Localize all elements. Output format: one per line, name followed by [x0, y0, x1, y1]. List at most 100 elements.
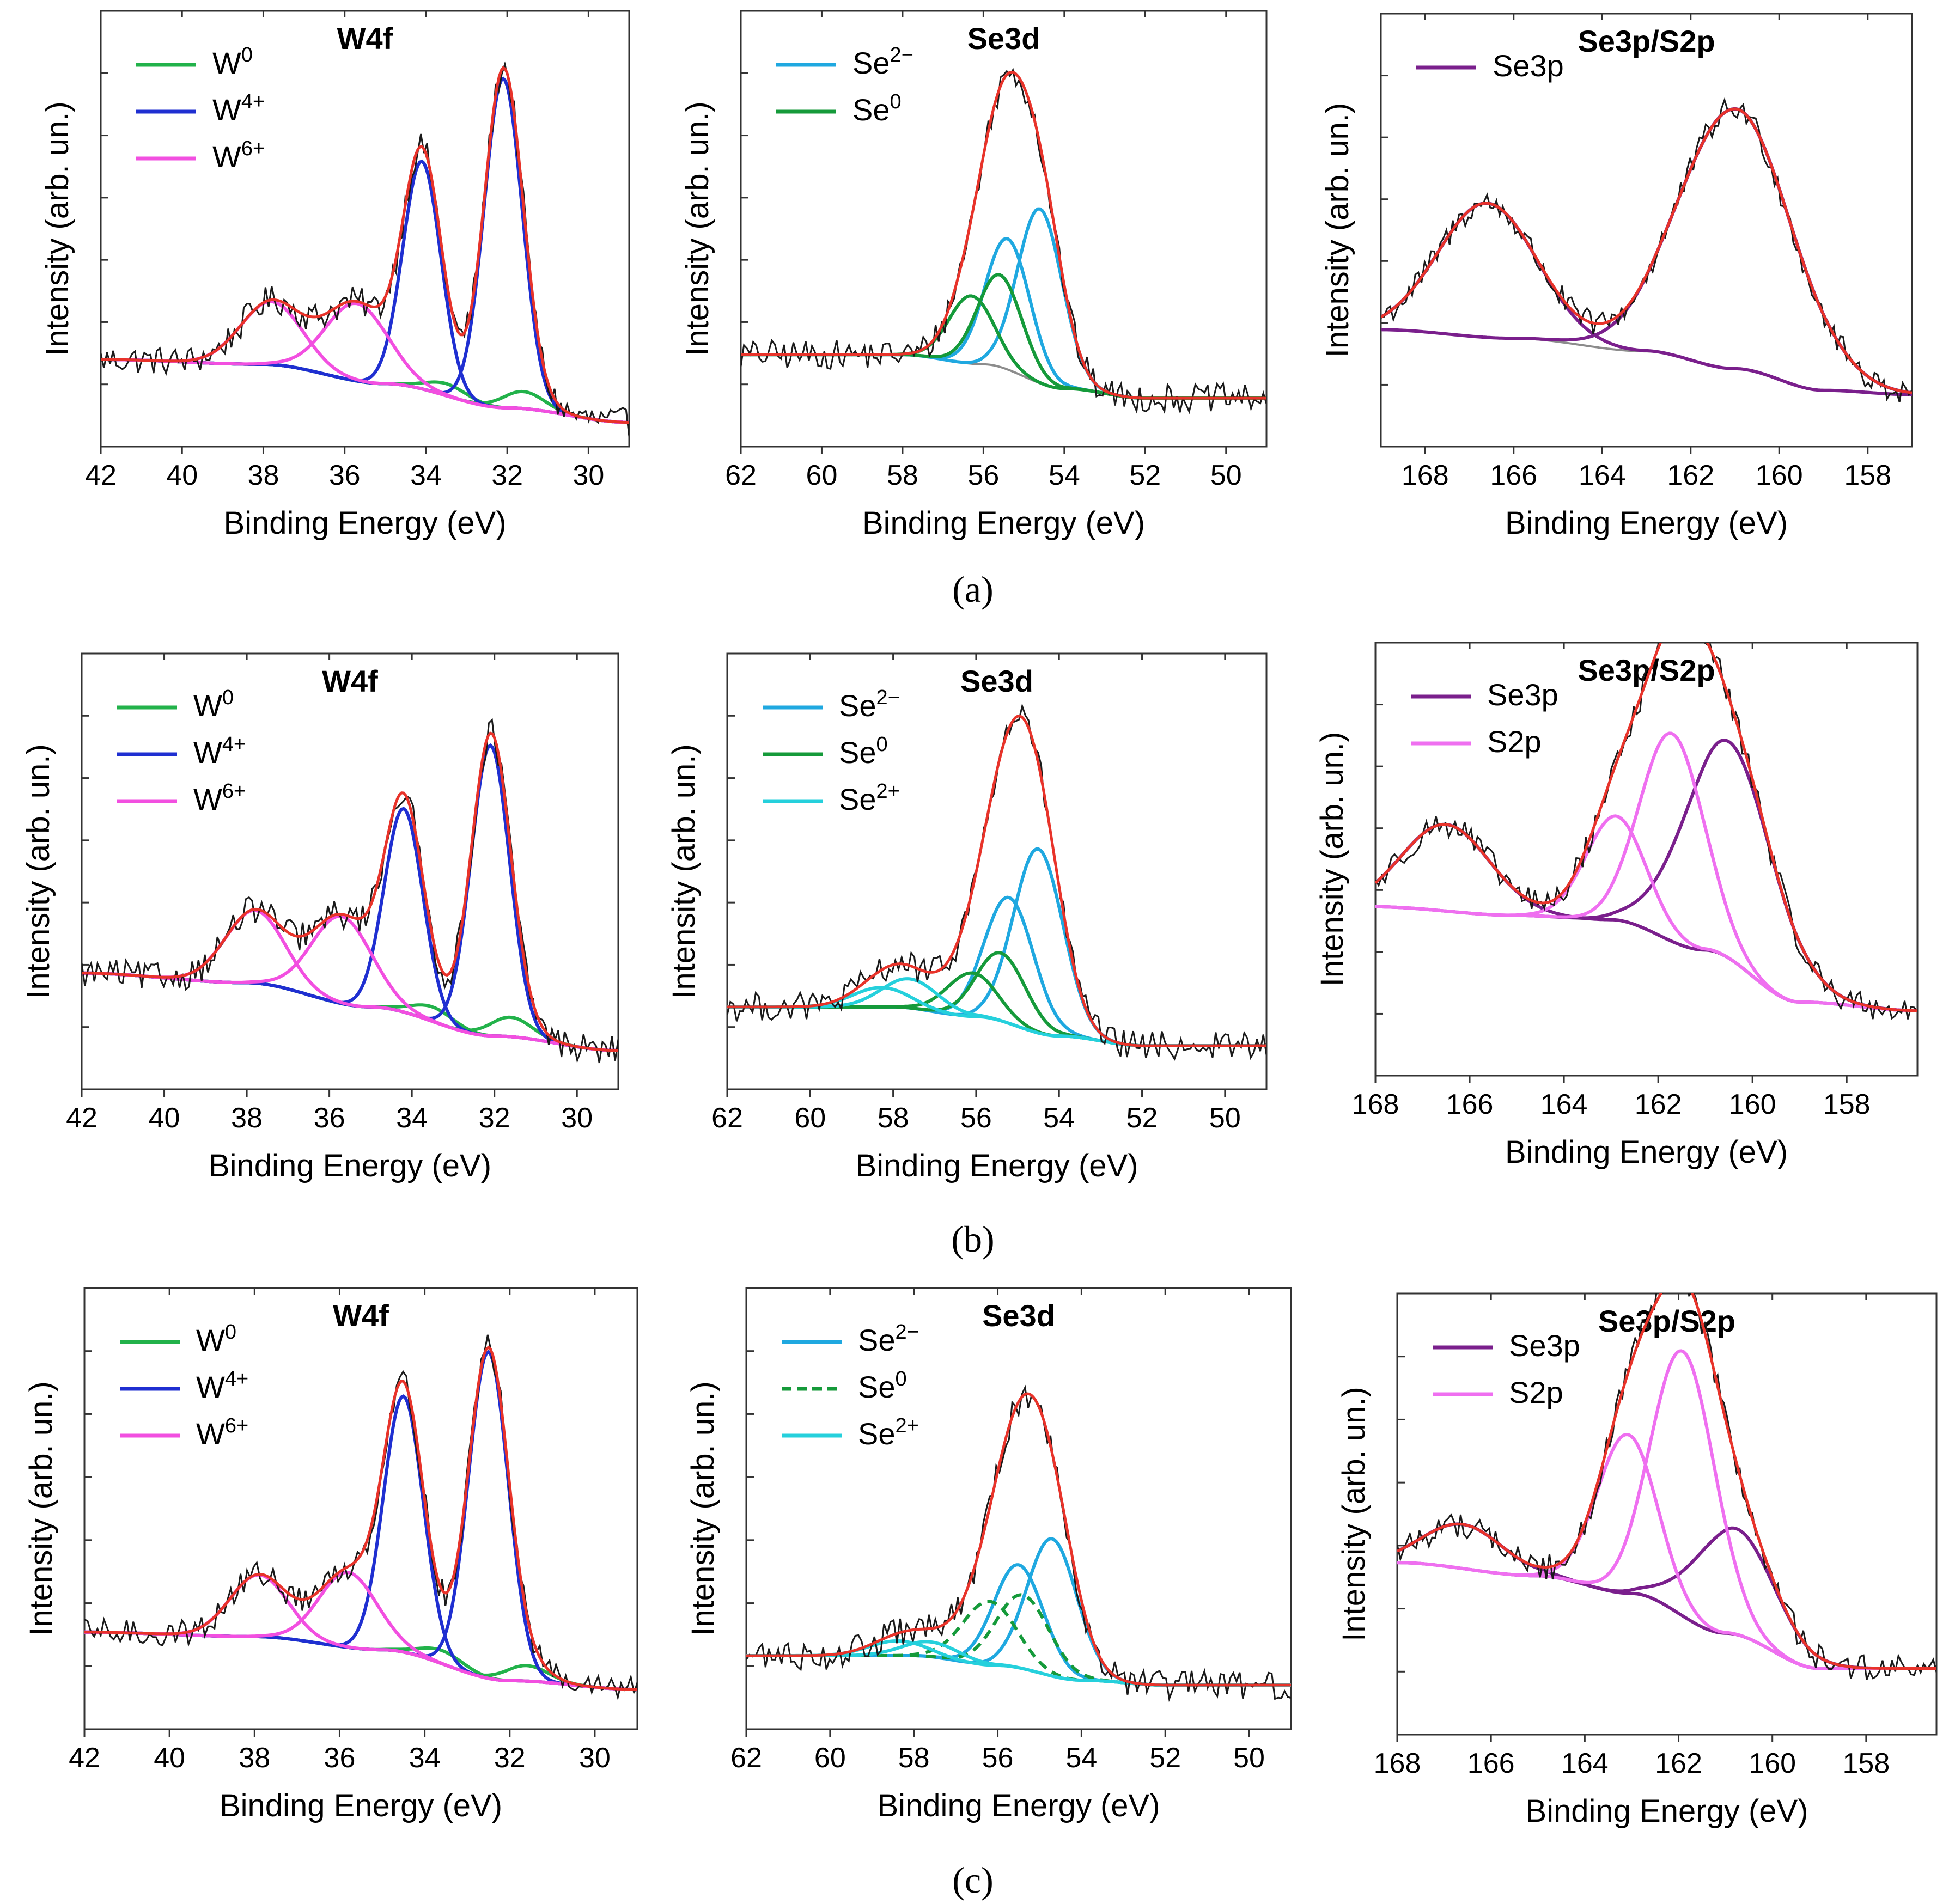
x-tick-label: 166	[1446, 1089, 1494, 1120]
chart-title: Se3p/S2p	[1578, 24, 1715, 58]
curves	[101, 61, 629, 437]
plot-frame	[83, 1287, 638, 1730]
plot-frame	[81, 652, 619, 1090]
x-tick-label: 54	[1049, 460, 1080, 491]
fit-envelope	[82, 731, 618, 1052]
plot-frame	[100, 10, 630, 448]
x-tick-label: 162	[1655, 1748, 1702, 1779]
chart-panel-b3: 168 166 164 162 160 158 Binding Energy (eV) Int…	[1314, 642, 1919, 1170]
x-tick-label: 52	[1129, 460, 1161, 491]
caption-a: (a)	[952, 569, 993, 610]
x-tick-label: 160	[1729, 1089, 1776, 1120]
legend: Se3p S2p	[1411, 678, 1558, 759]
x-tick-label: 164	[1540, 1089, 1588, 1120]
y-axis-label: Intensity (arb. un.)	[680, 101, 715, 356]
x-tick-label: 168	[1402, 460, 1449, 491]
x-tick-label: 38	[231, 1102, 263, 1134]
raw-spectrum	[1381, 97, 1912, 402]
x-axis-label: Binding Energy (eV)	[1505, 1134, 1788, 1170]
x-tick-label: 54	[1043, 1102, 1075, 1134]
x-tick-label: 36	[324, 1742, 356, 1774]
x-tick-label: 60	[806, 460, 838, 491]
x-tick-label: 58	[878, 1102, 909, 1134]
legend-superscript: 0	[876, 733, 888, 756]
x-tick-label: 30	[579, 1742, 611, 1774]
x-tick-label: 62	[730, 1742, 762, 1774]
fit-envelope	[741, 70, 1266, 400]
x-tick-label: 160	[1749, 1748, 1796, 1779]
x-tick-label: 50	[1233, 1742, 1265, 1774]
legend-label: S2p	[1487, 724, 1542, 759]
legend-superscript: 6+	[222, 780, 246, 803]
y-axis-label: Intensity (arb. un.)	[40, 101, 75, 356]
x-tick-label: 160	[1756, 460, 1803, 491]
x-axis-label: Binding Energy (eV)	[855, 1148, 1138, 1183]
y-axis-label: Intensity (arb. un.)	[1320, 103, 1355, 357]
x-tick-label: 162	[1635, 1089, 1682, 1120]
raw-spectrum	[1375, 643, 1917, 1020]
x-tick-label: 42	[85, 460, 117, 491]
plot-frame	[745, 1287, 1292, 1730]
x-tick-label: 62	[711, 1102, 743, 1134]
x-tick-label: 168	[1352, 1089, 1399, 1120]
legend-label: S2p	[1509, 1375, 1563, 1409]
x-tick-label: 34	[409, 1742, 441, 1774]
panels-layer: 42 40 38 36 34 32 30 Binding Energy (eV) Intensi…	[21, 10, 1938, 1829]
x-axis-label: Binding Energy (eV)	[1525, 1793, 1808, 1829]
x-axis-label: Binding Energy (eV)	[877, 1788, 1160, 1823]
fit-envelope	[84, 1345, 637, 1691]
peak-S2p	[1397, 1349, 1936, 1670]
x-axis-label: Binding Energy (eV)	[220, 1788, 502, 1823]
x-tick-label: 32	[491, 460, 523, 491]
legend-superscript: 0	[896, 1368, 907, 1390]
legend-superscript: 2−	[890, 44, 913, 66]
chart-panel-c3: 168 166 164 162 160 158 Binding Energy (eV) Int…	[1336, 1292, 1938, 1829]
x-tick-label: 56	[960, 1102, 992, 1134]
x-axis-label: Binding Energy (eV)	[1505, 505, 1788, 541]
legend-superscript: 4+	[241, 90, 265, 113]
chart-title: Se3p/S2p	[1598, 1304, 1735, 1338]
fit-envelope	[727, 715, 1266, 1047]
legend-superscript: 0	[225, 1321, 236, 1344]
legend-superscript: 2−	[876, 686, 900, 709]
x-tick-label: 40	[149, 1102, 180, 1134]
y-axis-label: Intensity (arb. un.)	[23, 1381, 59, 1636]
x-axis-label: Binding Energy (eV)	[209, 1148, 491, 1183]
fit-envelope	[101, 66, 629, 424]
legend-label: Se3p	[1487, 678, 1558, 712]
chart-title: W4f	[333, 1298, 389, 1333]
legend: Se3p S2p	[1433, 1328, 1580, 1409]
legend-superscript: 0	[222, 686, 234, 709]
x-tick-label: 38	[248, 460, 279, 491]
legend-superscript: 6+	[225, 1414, 248, 1437]
chart-panel-a3: 168 166 164 162 160 158 Binding Energy (eV) Int…	[1320, 13, 1913, 541]
x-tick-label: 40	[166, 460, 198, 491]
x-tick-label: 166	[1467, 1748, 1515, 1779]
chart-panel-c2: 62 60 58 56 54 52 50 Binding Energy (eV) Intensi…	[685, 1287, 1292, 1823]
legend-superscript: 6+	[241, 137, 265, 160]
legend-label: W6+	[196, 1414, 248, 1451]
plot-frame	[1374, 642, 1919, 1077]
chart-title: W4f	[322, 664, 378, 698]
fit-envelope	[746, 1392, 1291, 1687]
x-tick-label: 32	[479, 1102, 510, 1134]
x-tick-label: 50	[1210, 460, 1242, 491]
curves	[1397, 1293, 1936, 1680]
x-tick-label: 42	[69, 1742, 100, 1774]
caption-b: (b)	[951, 1218, 994, 1260]
plot-frame	[740, 10, 1268, 448]
chart-panel-b2: 62 60 58 56 54 52 50 Binding Energy (eV) Intensi…	[666, 652, 1268, 1183]
legend-label: Se3p	[1509, 1328, 1580, 1363]
x-tick-label: 60	[794, 1102, 826, 1134]
x-tick-label: 30	[561, 1102, 593, 1134]
chart-title: Se3d	[960, 664, 1033, 698]
chart-title: Se3d	[982, 1298, 1055, 1333]
x-tick-label: 52	[1149, 1742, 1181, 1774]
x-tick-label: 158	[1844, 460, 1891, 491]
legend-superscript: 4+	[222, 733, 246, 756]
x-tick-label: 38	[239, 1742, 270, 1774]
x-tick-label: 36	[314, 1102, 345, 1134]
y-axis-label: Intensity (arb. un.)	[21, 744, 56, 998]
